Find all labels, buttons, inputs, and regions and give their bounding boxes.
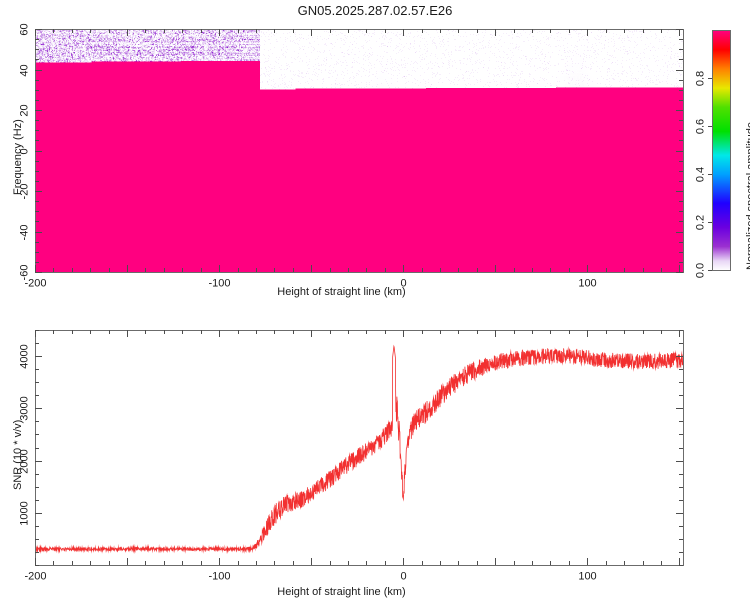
bottom-panel-x-axis-label: Height of straight line (km) <box>277 586 406 598</box>
top-panel-y-axis-label: Frequency (Hz) <box>12 119 24 195</box>
bottom-panel-y-axis-label: SNR (10 * v/v) <box>12 419 24 490</box>
top-panel-x-axis-label: Height of straight line (km) <box>277 286 406 298</box>
figure-title: GN05.2025.287.02.57.E26 <box>297 3 453 18</box>
colorbar-label: Normalized spectral amplitude <box>745 122 750 270</box>
